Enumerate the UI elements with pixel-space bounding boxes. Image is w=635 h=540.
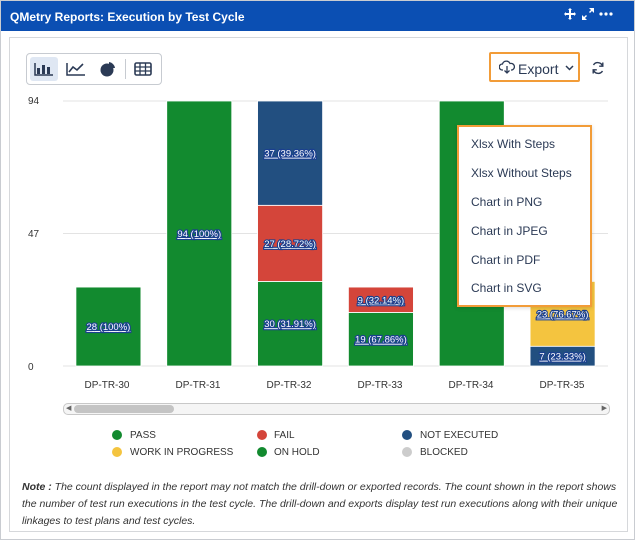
widget-header: QMetry Reports: Execution by Test Cycle <box>1 1 634 31</box>
bar-chart-icon <box>34 63 53 76</box>
refresh-icon[interactable] <box>590 60 606 76</box>
data-label[interactable]: 37 (39.36%) <box>263 148 317 161</box>
x-tick-label: DP-TR-31 <box>175 380 221 391</box>
toolbar-divider <box>125 59 126 79</box>
x-tick-label: DP-TR-33 <box>357 380 403 391</box>
note-text: The count displayed in the report may no… <box>22 481 618 527</box>
scrollbar-thumb[interactable] <box>74 405 174 413</box>
more-options-icon[interactable] <box>599 8 613 22</box>
pie-chart-button[interactable] <box>94 57 122 81</box>
export-xlsx-without-steps[interactable]: Xlsx Without Steps <box>471 166 572 180</box>
expand-icon[interactable] <box>581 8 595 22</box>
scroll-right-icon[interactable]: ▶ <box>601 405 607 412</box>
bar-segment-pass[interactable] <box>166 100 233 367</box>
bar-chart-button[interactable] <box>30 57 58 81</box>
export-dropdown-menu: Xlsx With Steps Xlsx Without Steps Chart… <box>457 125 592 307</box>
bar-segment-pass[interactable] <box>75 286 142 367</box>
scroll-left-icon[interactable]: ◀ <box>66 405 72 412</box>
export-chart-svg[interactable]: Chart in SVG <box>471 281 542 295</box>
data-label[interactable]: 28 (100%) <box>85 321 131 334</box>
legend-dot <box>402 430 412 440</box>
export-chart-jpeg[interactable]: Chart in JPEG <box>471 224 548 238</box>
note-label: Note : <box>22 481 52 493</box>
legend-label[interactable]: BLOCKED <box>420 447 468 458</box>
pie-chart-icon <box>100 62 115 77</box>
horizontal-scrollbar[interactable]: ◀ ▶ <box>63 403 610 415</box>
y-tick-label: 47 <box>28 229 40 240</box>
export-chart-pdf[interactable]: Chart in PDF <box>471 253 541 267</box>
legend-label[interactable]: NOT EXECUTED <box>420 430 499 441</box>
x-tick-label: DP-TR-32 <box>266 380 312 391</box>
y-tick-label: 94 <box>28 96 40 107</box>
line-chart-icon <box>66 63 85 76</box>
legend-label[interactable]: FAIL <box>274 430 295 441</box>
y-tick-label: 0 <box>28 362 34 373</box>
report-note: Note : The count displayed in the report… <box>22 479 618 530</box>
data-label[interactable]: 23 (76.67%) <box>536 308 590 321</box>
line-chart-button[interactable] <box>62 57 90 81</box>
move-icon[interactable] <box>563 8 577 22</box>
legend-dot <box>112 430 122 440</box>
data-label[interactable]: 30 (31.91%) <box>263 318 317 331</box>
legend-dot <box>257 447 267 457</box>
legend-dot <box>402 447 412 457</box>
bar-segment-not_executed[interactable] <box>257 100 323 206</box>
data-label[interactable]: 94 (100%) <box>176 228 222 241</box>
x-tick-label: DP-TR-35 <box>539 380 585 391</box>
legend-label[interactable]: ON HOLD <box>274 447 320 458</box>
chart-type-toolbar <box>26 53 162 85</box>
legend-label[interactable]: WORK IN PROGRESS <box>130 447 234 458</box>
x-tick-label: DP-TR-34 <box>448 380 494 391</box>
legend-label[interactable]: PASS <box>130 430 156 441</box>
export-button[interactable]: Export <box>489 52 580 82</box>
legend-dot <box>112 447 122 457</box>
table-view-button[interactable] <box>129 57 157 81</box>
bar-segment-pass[interactable] <box>348 312 414 367</box>
bar-segment-fail[interactable] <box>257 204 323 282</box>
bar-segment-pass[interactable] <box>257 281 323 367</box>
chevron-down-icon <box>565 65 574 71</box>
report-panel: Export 94 47 0 28 (100%) 94 (100%) 30 (31.… <box>9 37 628 532</box>
x-tick-label: DP-TR-30 <box>84 380 130 391</box>
bar-segment-fail[interactable] <box>348 286 414 313</box>
data-label[interactable]: 27 (28.72%) <box>263 238 317 251</box>
widget-title: QMetry Reports: Execution by Test Cycle <box>10 10 245 24</box>
cloud-download-icon <box>499 60 515 74</box>
export-xlsx-with-steps[interactable]: Xlsx With Steps <box>471 137 556 151</box>
table-icon <box>134 62 152 76</box>
legend-dot <box>257 430 267 440</box>
data-label[interactable]: 19 (67.86%) <box>354 334 408 347</box>
data-label[interactable]: 7 (23.33%) <box>538 351 587 364</box>
export-chart-png[interactable]: Chart in PNG <box>471 195 543 209</box>
data-label[interactable]: 9 (32.14%) <box>357 294 406 307</box>
export-label: Export <box>518 61 559 77</box>
